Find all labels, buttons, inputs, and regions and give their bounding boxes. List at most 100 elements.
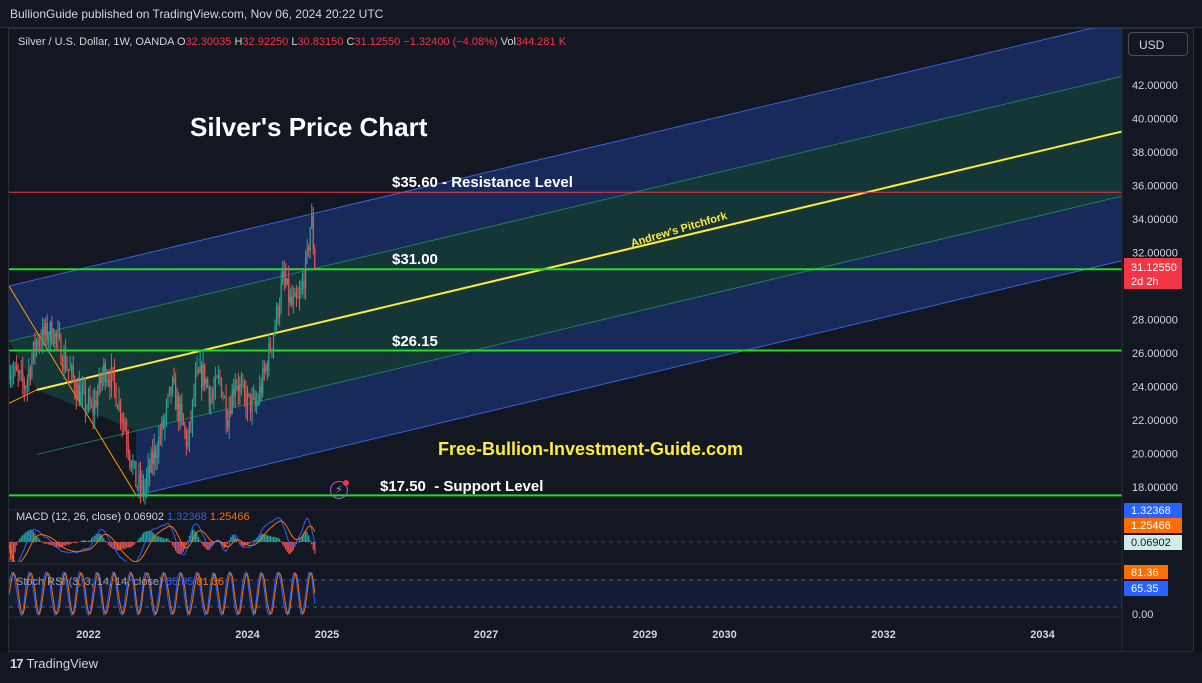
candle-body <box>256 402 258 407</box>
candle-body <box>34 341 36 351</box>
macd-histogram-bar <box>149 530 151 542</box>
candle-body <box>211 397 213 399</box>
candle-body <box>104 363 106 383</box>
candle-body <box>138 474 140 487</box>
candle-body <box>193 396 195 401</box>
price-axis[interactable]: 42.00000 40.00000 38.00000 36.00000 34.00000… <box>1132 80 1178 494</box>
macd-histogram-bar <box>109 542 111 547</box>
currency-button[interactable]: USD <box>1128 32 1188 56</box>
last-price-value: 31.12550 <box>1131 262 1177 274</box>
candle-body <box>231 389 233 414</box>
candle-body <box>38 342 41 345</box>
candle-body <box>234 386 236 396</box>
candle-body <box>274 326 276 336</box>
candle-body <box>164 416 166 428</box>
candle-body <box>292 296 294 305</box>
candle-body <box>210 397 212 404</box>
macd-histogram-bar <box>262 533 264 542</box>
candle-body <box>81 388 83 392</box>
candle-body <box>298 295 301 299</box>
macd-histogram-bar <box>118 542 120 551</box>
macd-histogram-bar <box>259 535 261 542</box>
price-chart[interactable]: Silver's Price Chart $35.60 - Resistance… <box>0 28 1202 652</box>
time-tick-label: 2029 <box>633 629 657 641</box>
stoch-d-value: 81.36 <box>196 576 224 588</box>
candle-body <box>37 340 39 345</box>
symbol-legend[interactable]: Silver / U.S. Dollar, 1W, OANDA O32.3003… <box>18 36 566 48</box>
tradingview-logo-icon: 17 <box>10 656 24 671</box>
macd-histogram-bar <box>179 542 181 555</box>
candle-body <box>124 423 126 431</box>
macd-histogram-bar <box>19 538 21 542</box>
candle-body <box>31 358 33 377</box>
candle-body <box>84 388 87 410</box>
stoch-d-line <box>9 571 316 616</box>
candle-body <box>309 227 311 251</box>
macd-histogram-bar <box>103 537 105 542</box>
pitchfork-handle-start <box>9 389 38 404</box>
macd-histogram-bar <box>158 536 160 542</box>
candle-body <box>220 378 223 397</box>
macd-histogram-bar <box>55 542 57 548</box>
macd-histogram-bar <box>49 542 51 546</box>
lightning-icon[interactable]: ⚡ <box>330 481 348 499</box>
candle-body <box>179 403 181 421</box>
candle-body <box>159 436 161 438</box>
macd-histogram-bar <box>45 542 47 545</box>
macd-histogram-bar <box>16 542 18 546</box>
macd-histogram-bar <box>64 542 67 546</box>
candle-body <box>66 369 68 371</box>
macd-histogram-bar <box>257 537 259 542</box>
candle-body <box>216 377 218 379</box>
macd-histogram-bar <box>17 540 19 542</box>
candle-body <box>120 401 122 420</box>
price-tick-label: 42.00000 <box>1132 80 1178 92</box>
macd-histogram-bar <box>52 542 54 546</box>
candle-body <box>42 326 44 345</box>
pitchfork-handle-line <box>9 285 137 496</box>
candle-body <box>72 365 74 379</box>
candle-body <box>243 384 246 394</box>
macd-legend[interactable]: MACD (12, 26, close) 0.06902 1.32368 1.2… <box>16 511 250 523</box>
candle-body <box>9 366 10 380</box>
symbol-name: Silver / U.S. Dollar, 1W, OANDA <box>18 36 174 48</box>
candle-body <box>304 254 307 289</box>
candle-body <box>116 405 119 410</box>
macd-histogram-bar <box>133 542 135 545</box>
macd-histogram-bar <box>227 542 229 544</box>
level-31-label: $31.00 <box>392 251 438 268</box>
macd-histogram-bar <box>14 542 16 553</box>
macd-histogram-bar <box>311 542 313 545</box>
macd-pane <box>9 516 1122 562</box>
volume-value: 344.281 K <box>515 36 567 48</box>
candle-body <box>283 271 285 278</box>
candle-body <box>214 377 216 391</box>
macd-histogram-bar <box>246 542 249 545</box>
low-value: 30.83150 <box>297 36 344 48</box>
candle-body <box>55 332 57 338</box>
macd-histogram-bar <box>40 541 42 542</box>
bar-countdown: 2d 2h <box>1131 276 1159 288</box>
candle-body <box>268 343 270 371</box>
candle-body <box>11 374 13 377</box>
price-tick-label: 26.00000 <box>1132 348 1178 360</box>
macd-histogram-bar <box>29 529 32 542</box>
macd-histogram-bar <box>251 541 253 543</box>
candle-body <box>87 396 90 408</box>
macd-histogram-bar <box>211 542 213 546</box>
macd-histogram-bar <box>268 535 270 542</box>
macd-histogram-bar <box>164 538 166 542</box>
candle-body <box>54 332 56 345</box>
candle-body <box>272 335 275 349</box>
time-axis[interactable]: 2022 2024 2025 2027 2029 2030 2032 2034 <box>76 629 1055 641</box>
time-tick-label: 2022 <box>76 629 100 641</box>
tradingview-logo[interactable]: 17 TradingView <box>10 656 98 671</box>
candle-body <box>245 393 247 410</box>
candle-body <box>141 480 143 489</box>
candle-body <box>312 216 314 249</box>
stoch-rsi-legend[interactable]: Stoch RSI (3, 3, 14, 14, close) 65.35 81… <box>16 576 224 588</box>
macd-histogram-bar <box>48 542 50 545</box>
macd-value-badge: 1.32368 <box>1131 505 1171 517</box>
macd-histogram-bar <box>210 542 212 549</box>
candle-body <box>150 452 152 473</box>
